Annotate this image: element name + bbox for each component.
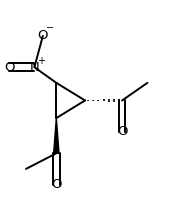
Text: O: O (4, 61, 14, 74)
Text: −: − (46, 23, 55, 33)
Polygon shape (54, 118, 59, 153)
Text: O: O (118, 125, 128, 138)
Text: N: N (30, 61, 39, 74)
Text: +: + (37, 56, 45, 66)
Text: O: O (38, 29, 48, 42)
Text: O: O (51, 178, 62, 191)
